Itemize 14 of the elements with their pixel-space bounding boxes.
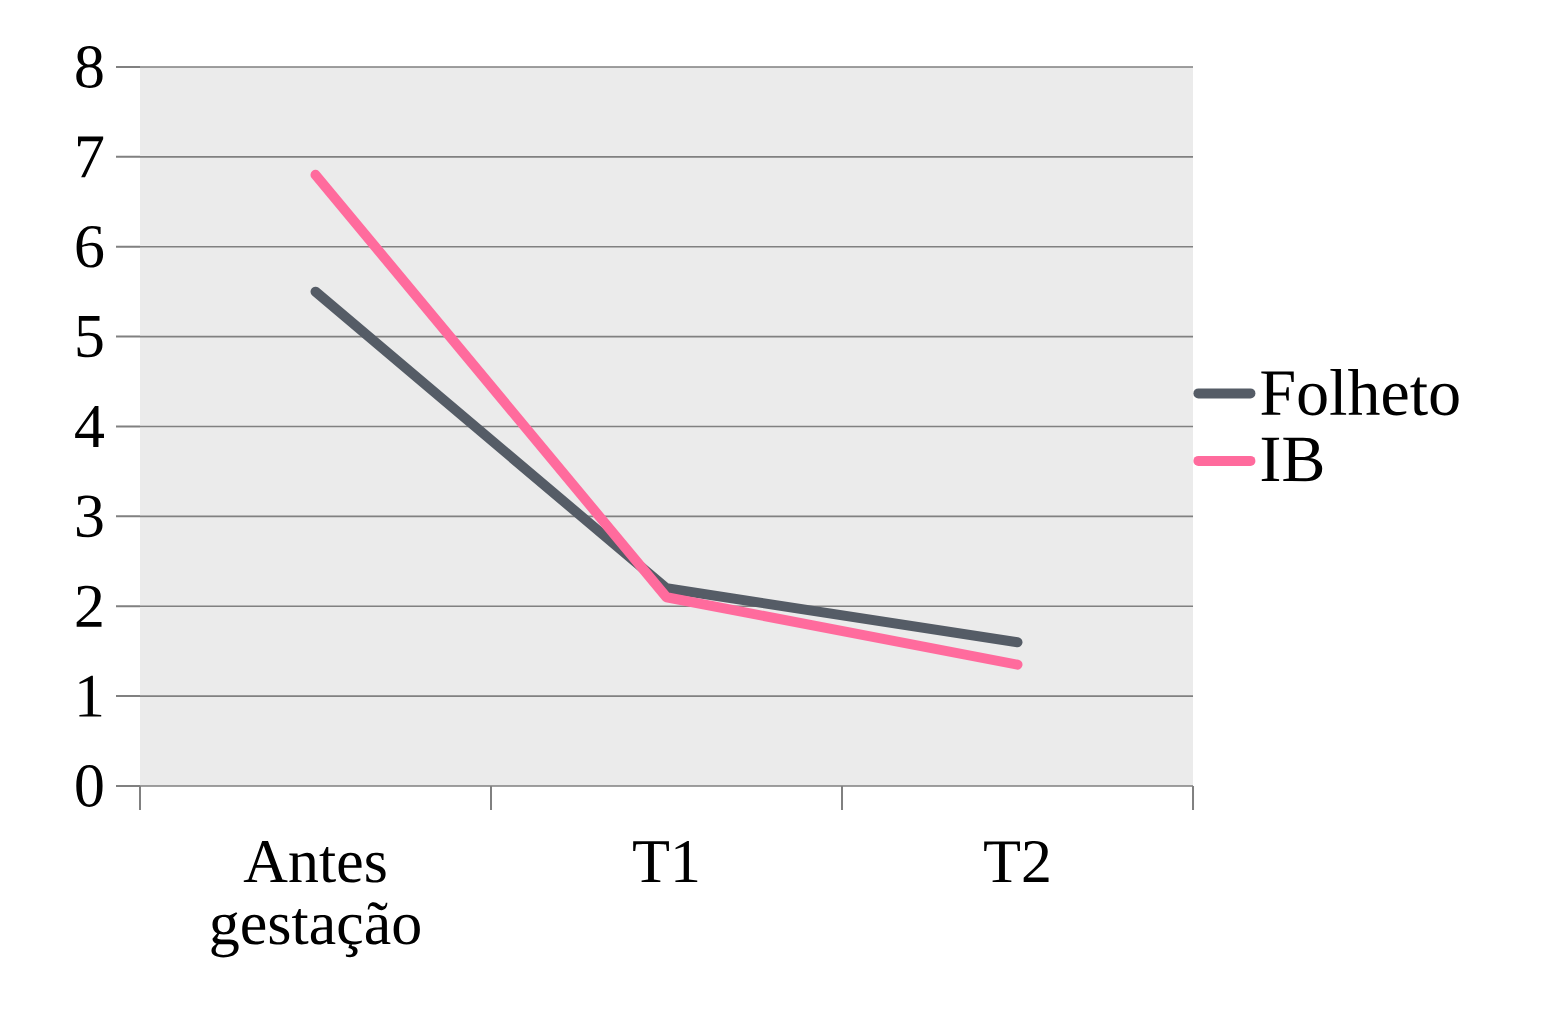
- legend-label: IB: [1261, 437, 1323, 482]
- y-tick-label: 3: [76, 495, 103, 538]
- y-tick-label: 0: [76, 765, 103, 807]
- x-tick-label: Antes gestação: [211, 841, 420, 958]
- y-tick-label: 5: [77, 315, 103, 358]
- legend-label: Folheto: [1261, 368, 1459, 416]
- y-tick-label: 4: [75, 406, 104, 447]
- y-tick-label: 7: [78, 136, 104, 178]
- y-tick-label: 8: [76, 46, 103, 88]
- x-tick-label: T1: [633, 841, 698, 882]
- y-tick-label: 6: [76, 225, 104, 268]
- y-tick-label: 2: [76, 585, 102, 627]
- y-tick-label: 1: [79, 675, 102, 717]
- x-tick-label: T2: [984, 841, 1049, 883]
